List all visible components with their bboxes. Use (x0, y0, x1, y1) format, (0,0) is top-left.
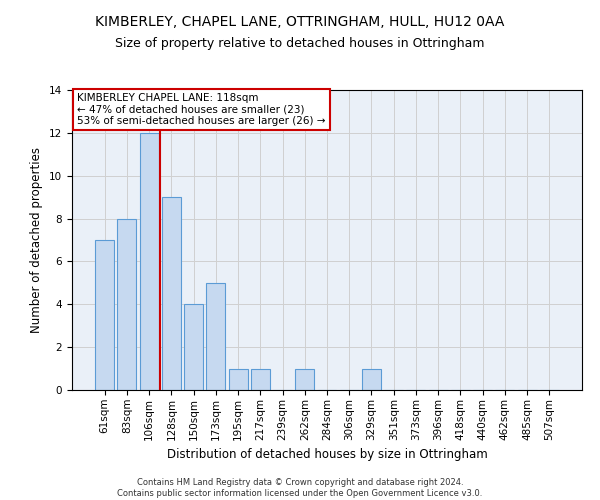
Text: Size of property relative to detached houses in Ottringham: Size of property relative to detached ho… (115, 38, 485, 51)
Bar (206, 283, 225, 390)
Bar (184, 304, 203, 390)
Bar (362, 368, 381, 390)
Text: KIMBERLEY, CHAPEL LANE, OTTRINGHAM, HULL, HU12 0AA: KIMBERLEY, CHAPEL LANE, OTTRINGHAM, HULL… (95, 15, 505, 29)
Bar (251, 368, 270, 390)
Text: Contains HM Land Registry data © Crown copyright and database right 2024.
Contai: Contains HM Land Registry data © Crown c… (118, 478, 482, 498)
Bar (295, 368, 314, 390)
Y-axis label: Number of detached properties: Number of detached properties (31, 147, 43, 333)
Bar (162, 197, 181, 390)
Bar (95, 240, 114, 390)
Bar (140, 133, 158, 390)
Bar (118, 218, 136, 390)
Bar (229, 368, 248, 390)
X-axis label: Distribution of detached houses by size in Ottringham: Distribution of detached houses by size … (167, 448, 487, 461)
Text: KIMBERLEY CHAPEL LANE: 118sqm
← 47% of detached houses are smaller (23)
53% of s: KIMBERLEY CHAPEL LANE: 118sqm ← 47% of d… (77, 93, 326, 126)
